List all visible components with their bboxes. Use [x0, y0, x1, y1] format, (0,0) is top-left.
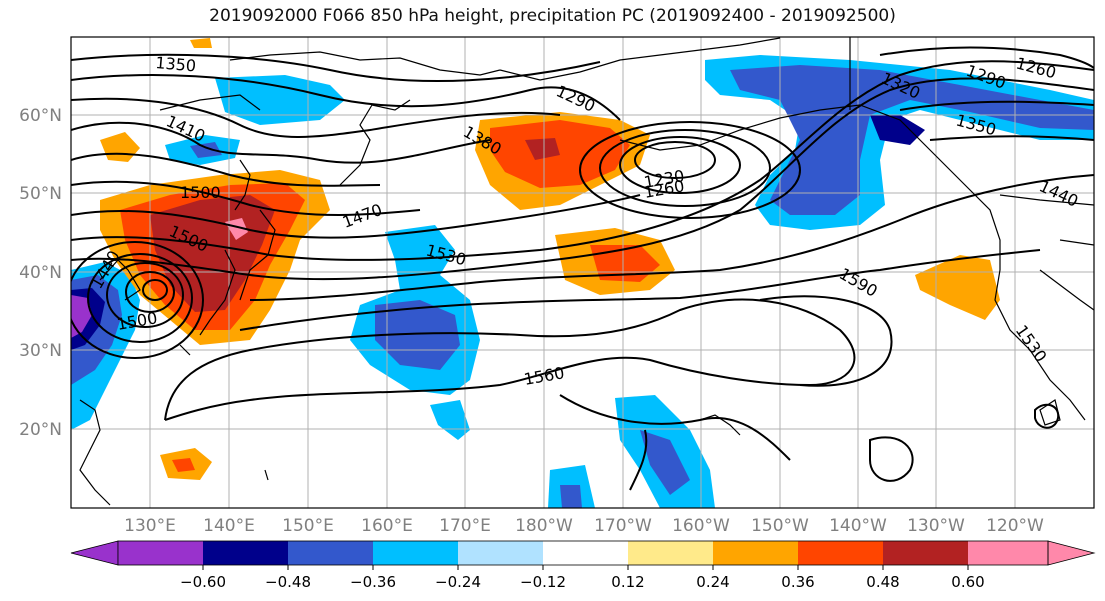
colorbar-swatch — [713, 541, 798, 565]
contour-label: 1500 — [180, 183, 221, 202]
colorbar-swatch — [543, 541, 628, 565]
height-contours — [71, 46, 1094, 491]
colorbar: −0.60 −0.48 −0.36 −0.24 −0.12 0.12 0.24 … — [70, 540, 1096, 591]
map-area: 1350 1410 1500 1500 1470 1380 1290 1530 … — [71, 37, 1094, 508]
colorbar-swatch — [968, 541, 1048, 565]
colorbar-swatch — [458, 541, 543, 565]
lon-label: 170°E — [439, 516, 491, 536]
colorbar-swatch — [883, 541, 968, 565]
colorbar-extend-left — [70, 540, 119, 566]
lon-label: 130°W — [907, 516, 965, 536]
lon-label: 120°W — [986, 516, 1044, 536]
lat-label-30n: 30°N — [19, 341, 62, 361]
colorbar-tick: −0.60 — [180, 573, 226, 591]
longitude-labels: 130°E 140°E 150°E 160°E 170°E 180°W 170°… — [124, 516, 1044, 536]
lon-label: 140°E — [203, 516, 255, 536]
colorbar-tick: 0.60 — [951, 573, 984, 591]
colorbar-swatch — [798, 541, 883, 565]
colorbar-swatch — [288, 541, 373, 565]
contour-label: 1350 — [155, 53, 197, 75]
latitude-labels: 60°N 50°N 40°N 30°N 20°N — [19, 106, 62, 440]
colorbar-tick: 0.24 — [696, 573, 729, 591]
lat-label-20n: 20°N — [19, 420, 62, 440]
lon-label: 160°E — [361, 516, 413, 536]
lat-label-50n: 50°N — [19, 184, 62, 204]
colorbar-swatch — [203, 541, 288, 565]
colorbar-tick: 0.36 — [781, 573, 814, 591]
lon-label: 130°E — [124, 516, 176, 536]
colorbar-tick: −0.48 — [265, 573, 311, 591]
lon-label: 140°W — [829, 516, 887, 536]
lat-label-60n: 60°N — [19, 106, 62, 126]
colorbar-tick: 0.12 — [611, 573, 644, 591]
lon-label: 150°W — [751, 516, 809, 536]
colorbar-extend-right — [1047, 540, 1096, 566]
colorbar-tick: −0.24 — [435, 573, 481, 591]
colorbar-tick: −0.36 — [350, 573, 396, 591]
lon-label: 180°W — [515, 516, 573, 536]
colorbar-swatch — [118, 541, 203, 565]
lat-label-40n: 40°N — [19, 263, 62, 283]
lon-label: 160°W — [672, 516, 730, 536]
map-title: 2019092000 F066 850 hPa height, precipit… — [209, 6, 896, 26]
colorbar-swatch — [628, 541, 713, 565]
colorbar-tick: −0.12 — [520, 573, 566, 591]
lon-label: 150°E — [282, 516, 334, 536]
lon-label: 170°W — [594, 516, 652, 536]
colorbar-tick: 0.48 — [866, 573, 899, 591]
colorbar-swatch — [373, 541, 458, 565]
